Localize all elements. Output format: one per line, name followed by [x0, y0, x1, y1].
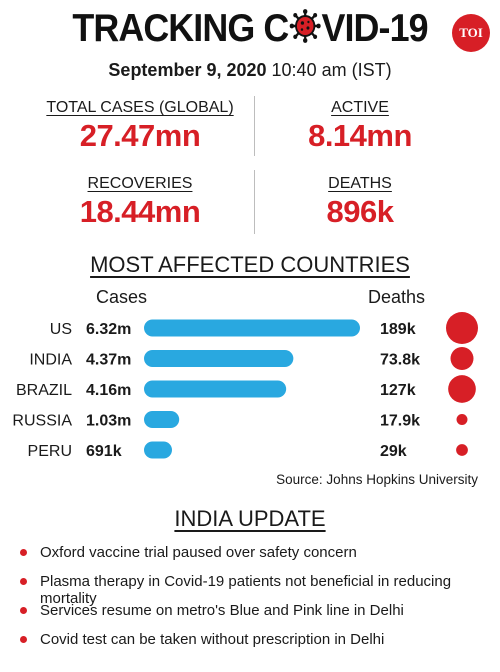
update-item: Oxford vaccine trial paused over safety …: [18, 544, 488, 573]
cases-label-russia: 1.03m: [86, 413, 131, 430]
deaths-bubble-russia: [456, 414, 468, 425]
stat-recoveries-value: 18.44mn: [79, 194, 201, 229]
india-update-title: INDIA UPDATE: [174, 506, 326, 531]
deaths-bubble-peru: [456, 444, 468, 456]
deaths-label-india: 73.8k: [380, 352, 420, 369]
country-label-peru: PERU: [28, 443, 72, 460]
toi-logo: TOI: [452, 14, 490, 52]
update-item: Services resume on metro's Blue and Pink…: [18, 602, 488, 631]
deaths-label-peru: 29k: [380, 443, 407, 460]
stat-active-label: ACTIVE: [331, 99, 389, 116]
cases-bar-russia: [144, 411, 180, 428]
title-left: TRACKING C: [72, 7, 289, 50]
stats-divider-top: [254, 96, 255, 156]
update-text: Plasma therapy in Covid-19 patients not …: [40, 573, 452, 607]
country-label-brazil: BRAZIL: [16, 382, 72, 399]
time-text: 10:40 am (IST): [271, 60, 392, 80]
update-text: Oxford vaccine trial paused over safety …: [40, 544, 357, 561]
country-label-india: INDIA: [29, 352, 72, 369]
bullet-icon: [20, 578, 27, 585]
cases-label-india: 4.37m: [86, 352, 131, 369]
deaths-bubble-brazil: [448, 375, 476, 403]
source-note: Source: Johns Hopkins University: [276, 472, 478, 487]
cases-label-brazil: 4.16m: [86, 382, 131, 399]
chart-title: MOST AFFECTED COUNTRIES: [90, 252, 410, 277]
cases-bar-india: [144, 350, 294, 367]
stat-deaths-label: DEATHS: [328, 175, 392, 192]
deaths-label-us: 189k: [380, 321, 416, 338]
update-item: Plasma therapy in Covid-19 patients not …: [18, 573, 488, 607]
date-line: September 9, 2020 10:40 am (IST): [0, 58, 500, 82]
country-label-russia: RUSSIA: [12, 413, 72, 430]
deaths-bubble-india: [450, 347, 474, 370]
country-label-us: US: [50, 321, 72, 338]
india-update-list: Oxford vaccine trial paused over safety …: [18, 544, 488, 660]
stat-active-value: 8.14mn: [308, 118, 412, 153]
deaths-column-header: Deaths: [368, 287, 426, 307]
bullet-icon: [20, 636, 27, 643]
update-text: Services resume on metro's Blue and Pink…: [40, 602, 404, 619]
affected-countries-chart: US 6.32m 189k INDIA 4.37m 73.8k BRAZIL 4.16m 127…: [12, 312, 478, 460]
stat-recoveries-label: RECOVERIES: [87, 175, 193, 192]
cases-label-us: 6.32m: [86, 321, 131, 338]
deaths-label-russia: 17.9k: [380, 413, 420, 430]
cases-bar-peru: [144, 441, 172, 459]
cases-bar-us: [144, 319, 360, 337]
cases-label-peru: 691k: [86, 443, 122, 460]
stat-total-label: TOTAL CASES (GLOBAL): [46, 99, 234, 116]
deaths-label-brazil: 127k: [380, 382, 416, 399]
stats-divider-bottom: [254, 170, 255, 234]
deaths-bubble-us: [446, 312, 478, 344]
date-text: September 9, 2020: [108, 60, 267, 80]
update-item: Covid test can be taken without prescrip…: [18, 631, 488, 660]
bullet-icon: [20, 549, 27, 556]
title-right: VID-19: [321, 7, 429, 50]
virus-icon: [289, 8, 321, 54]
cases-bar-brazil: [144, 380, 287, 398]
cases-column-header: Cases: [96, 287, 148, 307]
update-text: Covid test can be taken without prescrip…: [40, 631, 385, 648]
bullet-icon: [20, 607, 27, 614]
stat-deaths-value: 896k: [326, 194, 394, 229]
page-title: TRACKING C VID-19: [20, 6, 480, 54]
stat-total-value: 27.47mn: [79, 118, 201, 153]
